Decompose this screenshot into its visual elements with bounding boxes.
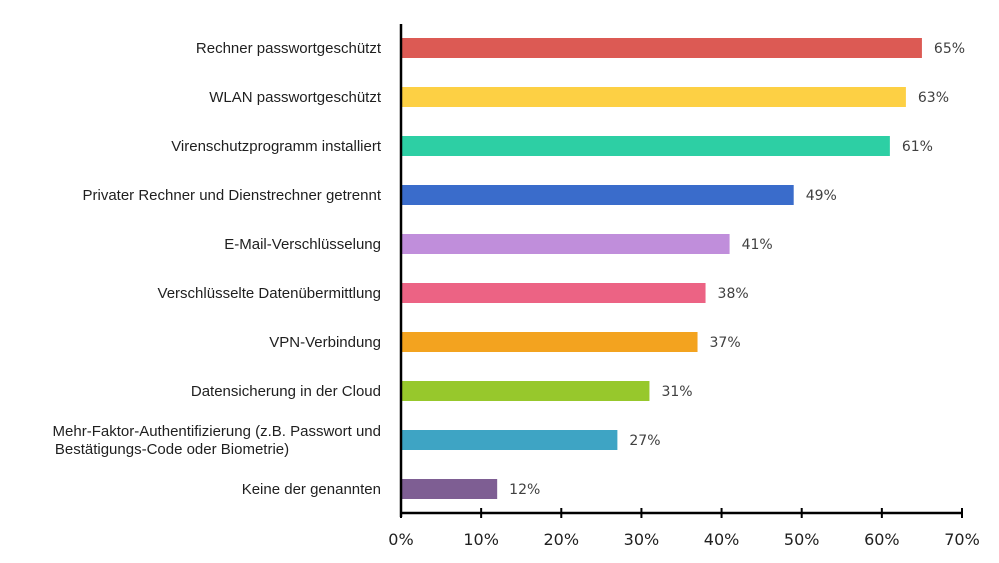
value-label: 49% bbox=[806, 188, 837, 204]
category-labels-group: Rechner passwortgeschützt WLAN passwortge… bbox=[53, 40, 382, 498]
x-axis-ticks-group: 0% 10% 20% 30% 40% 50% 60% 70% bbox=[388, 508, 980, 549]
bar bbox=[401, 430, 618, 450]
bar bbox=[401, 479, 498, 499]
bar bbox=[401, 87, 906, 107]
x-tick-label: 40% bbox=[704, 530, 740, 549]
x-tick-label: 70% bbox=[944, 530, 980, 549]
value-label: 27% bbox=[629, 433, 660, 449]
bar bbox=[401, 283, 706, 303]
x-tick-label: 20% bbox=[544, 530, 580, 549]
value-labels-group: 65% 63% 61% 49% 41% 38% 37% 31% 27% 12% bbox=[509, 41, 965, 498]
category-label: Mehr-Faktor-Authentifizierung (z.B. Pass… bbox=[53, 423, 381, 440]
category-label: Keine der genannten bbox=[242, 481, 381, 498]
category-label: Privater Rechner und Dienstrechner getre… bbox=[83, 187, 382, 204]
value-label: 31% bbox=[661, 384, 692, 400]
category-label: Rechner passwortgeschützt bbox=[196, 40, 382, 57]
x-tick-label: 30% bbox=[624, 530, 660, 549]
bar bbox=[401, 381, 650, 401]
value-label: 12% bbox=[509, 482, 540, 498]
category-label: VPN-Verbindung bbox=[269, 334, 381, 351]
category-label: WLAN passwortgeschützt bbox=[209, 89, 382, 106]
x-tick-label: 60% bbox=[864, 530, 900, 549]
x-tick-label: 50% bbox=[784, 530, 820, 549]
category-label: Verschlüsselte Datenübermittlung bbox=[158, 285, 381, 302]
category-label: Bestätigungs-Code oder Biometrie) bbox=[55, 441, 289, 458]
category-label: Virenschutzprogramm installiert bbox=[171, 138, 382, 155]
bar bbox=[401, 332, 698, 352]
x-tick-label: 0% bbox=[388, 530, 413, 549]
bar bbox=[401, 38, 922, 58]
category-label: Datensicherung in der Cloud bbox=[191, 383, 381, 400]
value-label: 63% bbox=[918, 90, 949, 106]
value-label: 37% bbox=[710, 335, 741, 351]
value-label: 61% bbox=[902, 139, 933, 155]
value-label: 65% bbox=[934, 41, 965, 57]
bar bbox=[401, 136, 890, 156]
value-label: 38% bbox=[718, 286, 749, 302]
value-label: 41% bbox=[742, 237, 773, 253]
bar bbox=[401, 185, 794, 205]
bars-group bbox=[401, 38, 922, 499]
x-tick-label: 10% bbox=[463, 530, 499, 549]
bar bbox=[401, 234, 730, 254]
category-label: E-Mail-Verschlüsselung bbox=[224, 236, 381, 253]
